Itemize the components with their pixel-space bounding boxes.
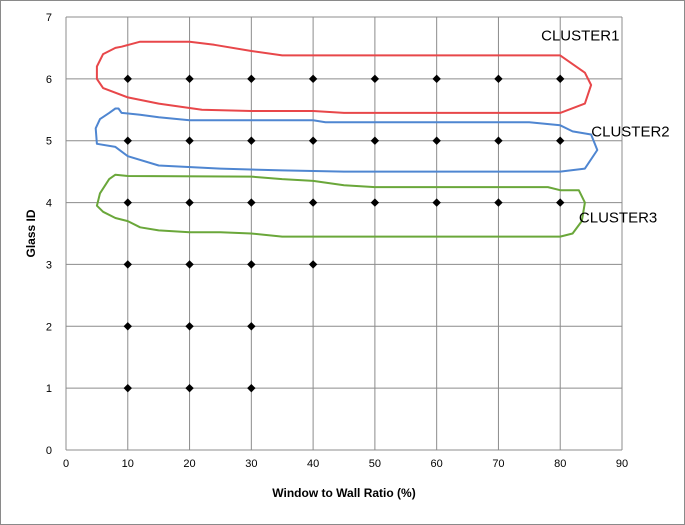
data-point [185,383,194,393]
cluster-label: CLUSTER1 [541,28,619,45]
cluster-label: CLUSTER2 [591,123,669,140]
x-tick-label: 90 [616,458,628,470]
data-point [494,136,503,145]
cluster-outline [95,173,586,238]
x-tick-label: 20 [183,458,195,470]
y-tick-label: 5 [46,136,52,148]
data-point [185,74,194,84]
cluster-outline [94,107,599,173]
cluster-outline [95,40,593,114]
data-point [247,383,256,393]
x-tick-label: 30 [245,458,257,470]
data-point [556,198,565,207]
data-point [370,198,380,207]
data-point [556,136,565,145]
data-point [123,322,132,331]
y-axis-ticks: 0 1 2 3 4 5 6 7 [46,12,52,457]
x-tick-label: 80 [554,458,566,470]
cluster-labels: CLUSTER1 CLUSTER2 CLUSTER3 [541,28,670,227]
data-point [370,74,380,84]
x-tick-label: 70 [492,458,504,470]
y-axis-title: Glass ID [24,209,38,257]
data-point [556,74,565,84]
data-point [308,136,318,145]
x-axis-title: Window to Wall Ratio (%) [272,486,415,500]
y-tick-label: 2 [46,321,52,333]
cluster-outlines [94,40,599,238]
data-point [123,136,132,145]
y-tick-label: 4 [46,198,52,210]
x-tick-label: 0 [63,458,69,470]
y-tick-label: 0 [46,445,52,457]
data-point [123,383,132,393]
data-point [432,74,441,84]
data-point [185,198,194,207]
x-tick-label: 50 [369,458,381,470]
data-point [370,136,380,145]
y-tick-label: 7 [46,12,52,24]
gridlines [65,16,623,451]
data-point [247,74,256,84]
data-point [247,198,256,207]
data-point [432,136,441,145]
data-point [494,198,503,207]
data-point [185,322,194,331]
data-point [247,136,256,145]
y-tick-label: 1 [46,383,52,395]
data-point [123,260,132,269]
data-point [308,260,318,269]
data-point [123,74,132,84]
data-point [432,198,441,207]
x-axis-ticks: 0 10 20 30 40 50 60 70 80 90 [63,458,628,470]
x-tick-label: 60 [431,458,443,470]
cluster-label: CLUSTER3 [579,209,657,226]
data-point [494,74,503,84]
y-tick-label: 3 [46,259,52,271]
data-point [185,260,194,269]
x-tick-label: 10 [122,458,134,470]
data-point [247,260,256,269]
data-point [247,322,256,331]
data-point [185,136,194,145]
y-tick-label: 6 [46,74,52,86]
data-point [308,74,318,84]
data-points [123,74,565,393]
x-tick-label: 40 [307,458,319,470]
data-point [308,198,318,207]
data-point [123,198,132,207]
